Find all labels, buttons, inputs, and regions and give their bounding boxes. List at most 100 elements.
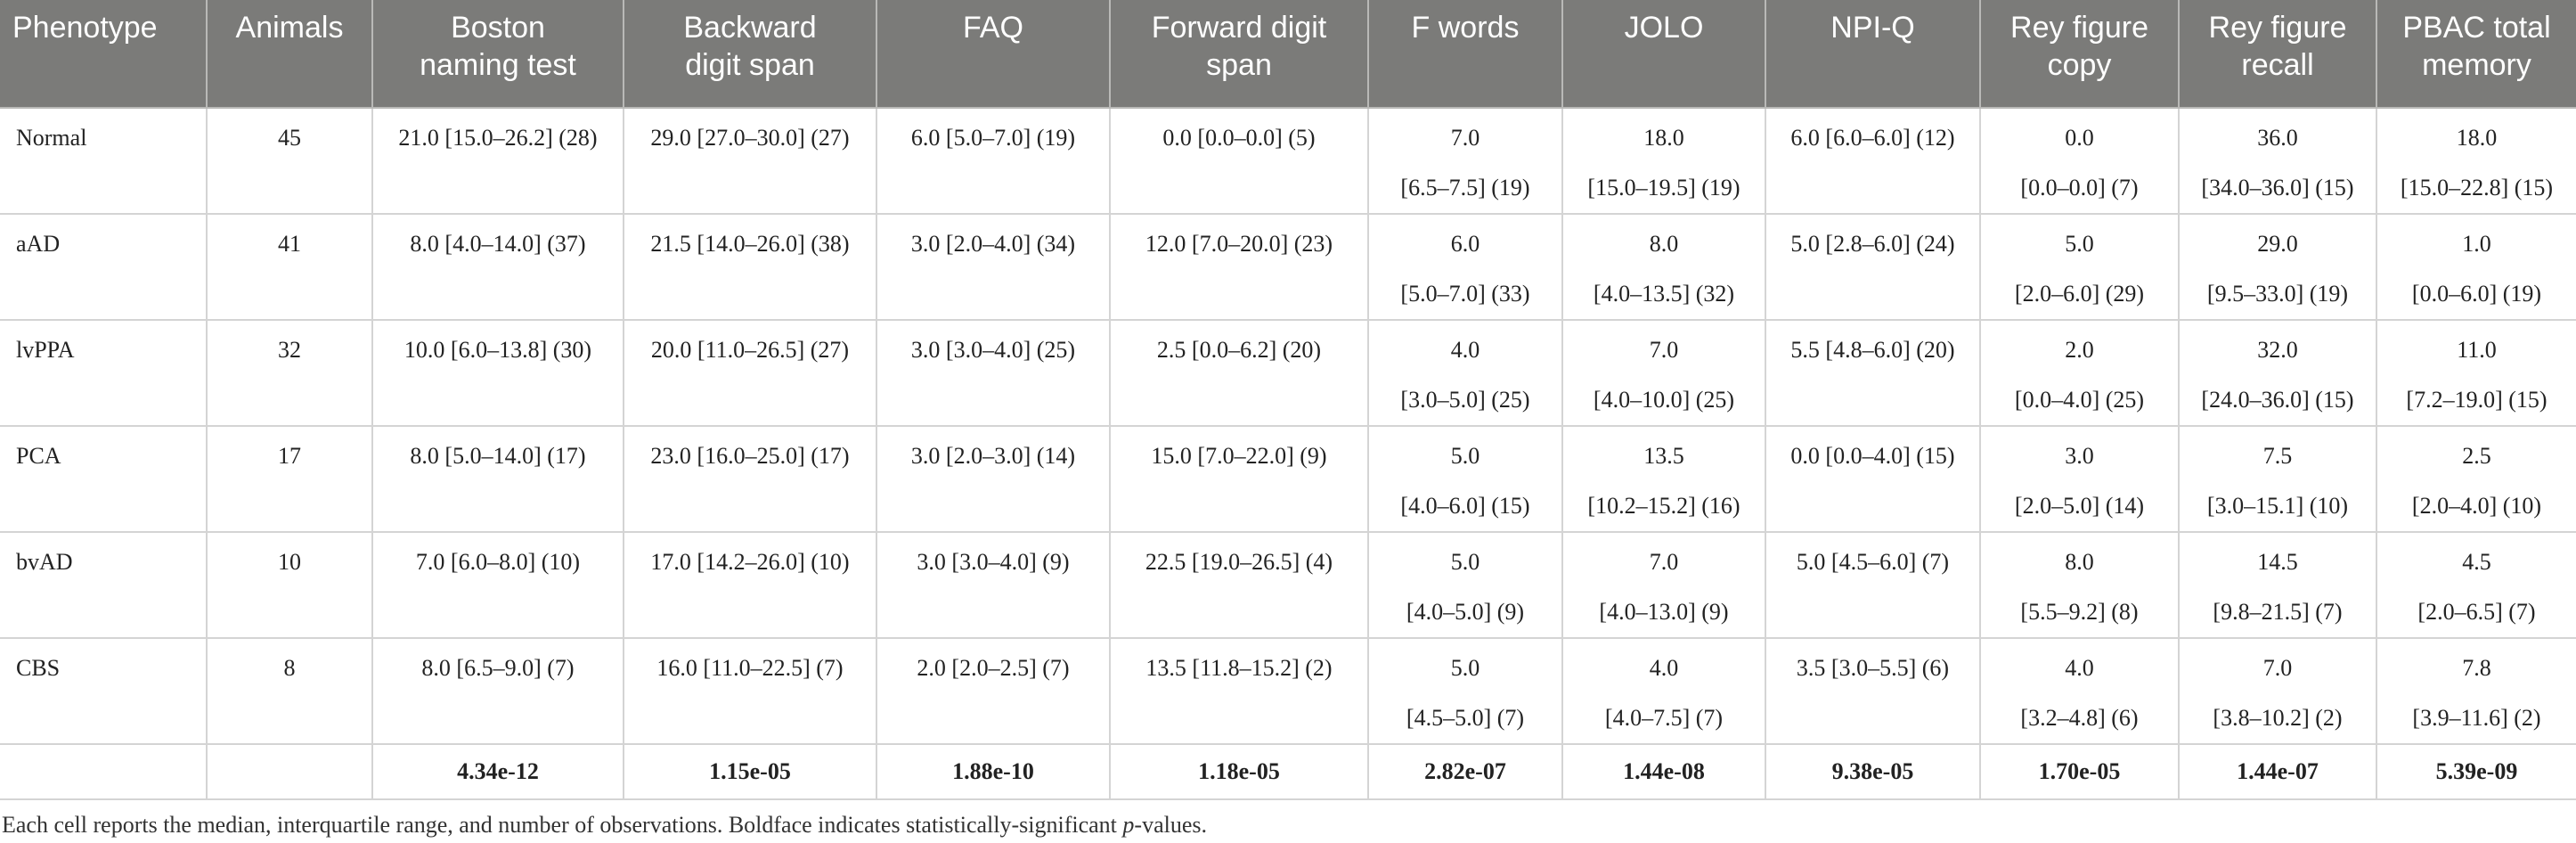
table-cell: 6.0 [5.0–7.0] (33): [1368, 214, 1563, 321]
table-body: Normal 45 21.0 [15.0–26.2] (28) 29.0 [27.0–…: [0, 108, 2576, 800]
table-cell: 21.5 [14.0–26.0] (38): [624, 214, 877, 321]
table-cell: 29.0 [9.5–33.0] (19): [2179, 214, 2377, 321]
table-cell: 29.0 [27.0–30.0] (27): [624, 108, 877, 215]
cell-line: [9.5–33.0] (19): [2206, 281, 2349, 307]
cell-line: 8: [283, 655, 296, 681]
phenotype-cell: Normal: [0, 108, 208, 215]
table-cell: 13.5 [11.8–15.2] (2): [1110, 638, 1369, 745]
cell-line: [2.0–6.0] (29): [2014, 281, 2145, 307]
cell-line: 7.8: [2462, 655, 2491, 681]
cell-line: 4.0: [2065, 655, 2094, 681]
column-header-line: JOLO: [1624, 11, 1704, 45]
cell-line: [2.0–6.5] (7): [2417, 599, 2536, 625]
caption-text: Each cell reports the median, interquart…: [2, 812, 1123, 838]
cell-line: 22.5 [19.0–26.5] (4): [1145, 549, 1333, 575]
cell-line: 0.0 [0.0–0.0] (5): [1162, 125, 1316, 151]
header-row: Phenotype Animals Boston naming test Backwar…: [0, 0, 2576, 109]
cell-line: [2.0–5.0] (14): [2014, 493, 2145, 519]
cell-line: 4.5: [2462, 549, 2491, 575]
cell-line: 20.0 [11.0–26.5] (27): [650, 337, 850, 363]
table-cell: 8.0 [5.0–14.0] (17): [372, 426, 624, 533]
table-cell: 18.0 [15.0–19.5] (19): [1562, 108, 1766, 215]
table-cell: 2.0 [0.0–4.0] (25): [1980, 320, 2180, 427]
column-header-line: FAQ: [962, 11, 1024, 45]
cell-line: [0.0–0.0] (7): [2020, 175, 2139, 201]
column-header-line: Backward: [683, 11, 817, 45]
cell-line: 32: [278, 337, 301, 363]
cell-line: lvPPA: [16, 337, 75, 363]
table-cell: 22.5 [19.0–26.5] (4): [1110, 532, 1369, 639]
table-cell: 3.0 [2.0–5.0] (14): [1980, 426, 2180, 533]
table-cell: 2.5 [2.0–4.0] (10): [2376, 426, 2576, 533]
table-cell: 12.0 [7.0–20.0] (23): [1110, 214, 1369, 321]
column-header-line: digit span: [685, 48, 815, 82]
table-cell: 5.0 [2.0–6.0] (29): [1980, 214, 2180, 321]
column-header-line: naming test: [420, 48, 576, 82]
cell-line: 2.0 [2.0–2.5] (7): [917, 655, 1070, 681]
cell-line: [34.0–36.0] (15): [2201, 175, 2354, 201]
cell-line: [0.0–4.0] (25): [2014, 387, 2145, 413]
cell-line: [15.0–19.5] (19): [1587, 175, 1740, 201]
cell-line: [3.9–11.6] (2): [2412, 705, 2541, 731]
cell-line: 21.0 [15.0–26.2] (28): [398, 125, 598, 151]
pvalue-cell: 5.39e-09: [2376, 744, 2576, 800]
table-cell: 7.0 [6.5–7.5] (19): [1368, 108, 1563, 215]
cell-line: [10.2–15.2] (16): [1587, 493, 1740, 519]
table-cell: 20.0 [11.0–26.5] (27): [624, 320, 877, 427]
column-header-line: Phenotype: [12, 11, 158, 45]
cell-line: 0.0: [2065, 125, 2094, 151]
cell-line: [15.0–22.8] (15): [2400, 175, 2554, 201]
table-cell: 10.0 [6.0–13.8] (30): [372, 320, 624, 427]
phenotype-cell: CBS: [0, 638, 208, 745]
cell-line: [5.0–7.0] (33): [1400, 281, 1530, 307]
column-header: Rey figure recall: [2179, 0, 2377, 109]
cell-line: 6.0: [1450, 231, 1480, 257]
cell-line: 16.0 [11.0–22.5] (7): [656, 655, 844, 681]
cell-line: 3.0 [3.0–4.0] (9): [917, 549, 1070, 575]
cell-line: 5.0: [1450, 443, 1480, 469]
table-cell: 0.0 [0.0–0.0] (7): [1980, 108, 2180, 215]
pvalue-row: 4.34e-12 1.15e-05 1.88e-10 1.18e-05 2.82e-07…: [0, 744, 2576, 800]
cell-line: [3.0–5.0] (25): [1400, 387, 1530, 413]
cell-line: 21.5 [14.0–26.0] (38): [650, 231, 850, 257]
cell-line: [6.5–7.5] (19): [1400, 175, 1530, 201]
cell-line: 5.0 [2.8–6.0] (24): [1790, 231, 1955, 257]
animals-cell: 41: [207, 214, 373, 321]
table-cell: 32.0 [24.0–36.0] (15): [2179, 320, 2377, 427]
animals-cell: 17: [207, 426, 373, 533]
table-row: PCA 17 8.0 [5.0–14.0] (17) 23.0 [16.0–25.0]…: [0, 426, 2576, 533]
column-header: JOLO: [1562, 0, 1766, 109]
cell-line: 7.0 [6.0–8.0] (10): [415, 549, 581, 575]
column-header: F words: [1368, 0, 1563, 109]
table-cell: 2.0 [2.0–2.5] (7): [876, 638, 1111, 745]
pvalue-cell: 1.70e-05: [1980, 744, 2180, 800]
table-cell: 11.0 [7.2–19.0] (15): [2376, 320, 2576, 427]
column-header-line: Boston: [451, 11, 545, 45]
cell-line: [4.0–5.0] (9): [1406, 599, 1525, 625]
column-header: Forward digit span: [1110, 0, 1369, 109]
cell-line: Normal: [16, 125, 87, 151]
table-cell: 7.5 [3.0–15.1] (10): [2179, 426, 2377, 533]
pvalue-cell: [0, 744, 208, 800]
table-cell: 1.0 [0.0–6.0] (19): [2376, 214, 2576, 321]
table-cell: 5.0 [4.5–6.0] (7): [1765, 532, 1981, 639]
cell-line: 12.0 [7.0–20.0] (23): [1145, 231, 1333, 257]
cell-line: 13.5 [11.8–15.2] (2): [1145, 655, 1333, 681]
table-cell: 5.5 [4.8–6.0] (20): [1765, 320, 1981, 427]
table-cell: 7.0 [4.0–13.0] (9): [1562, 532, 1766, 639]
phenotype-cell: aAD: [0, 214, 208, 321]
pvalue-cell: 1.15e-05: [624, 744, 877, 800]
column-header-line: copy: [2047, 48, 2112, 82]
table-cell: 3.0 [2.0–4.0] (34): [876, 214, 1111, 321]
table-cell: 23.0 [16.0–25.0] (17): [624, 426, 877, 533]
column-header-line: Animals: [235, 11, 344, 45]
table-cell: 21.0 [15.0–26.2] (28): [372, 108, 624, 215]
table-cell: 2.5 [0.0–6.2] (20): [1110, 320, 1369, 427]
cell-line: PCA: [16, 443, 61, 469]
cell-line: 4.0: [1450, 337, 1480, 363]
column-header-line: Rey figure: [2010, 11, 2148, 45]
cell-line: [0.0–6.0] (19): [2411, 281, 2542, 307]
cell-line: 41: [278, 231, 301, 257]
cell-line: 8.0 [6.5–9.0] (7): [421, 655, 575, 681]
